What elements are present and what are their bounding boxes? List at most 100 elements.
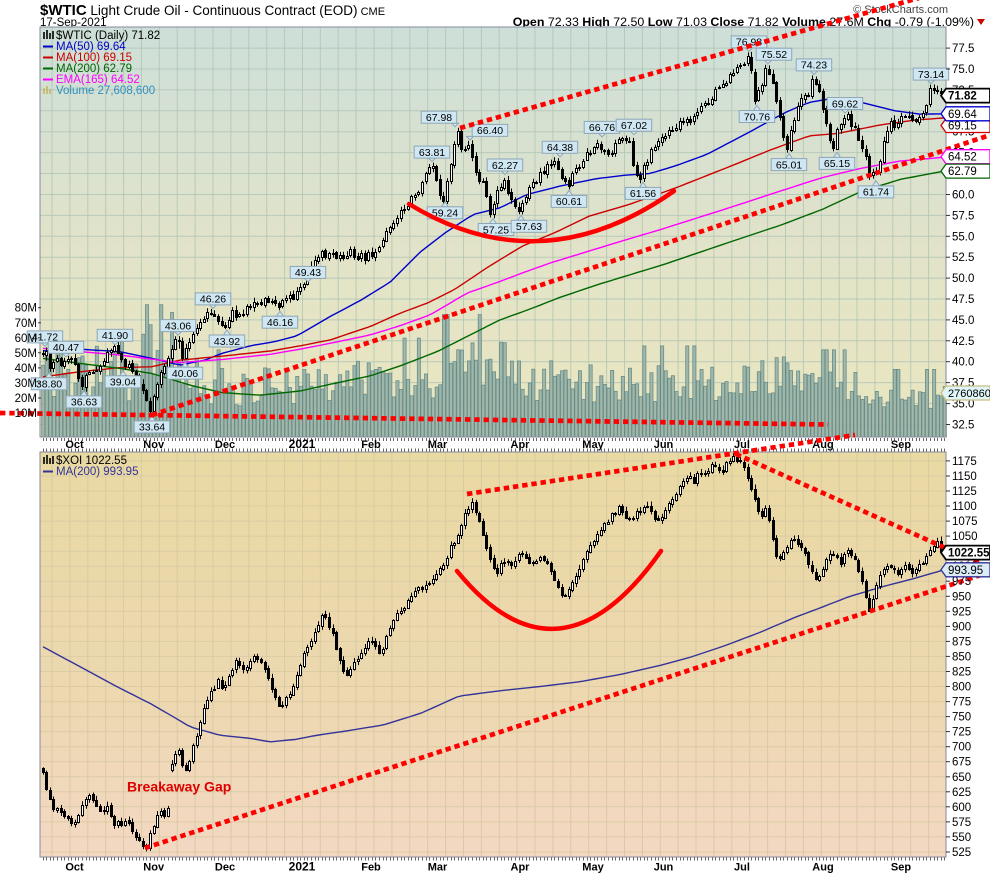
svg-text:775: 775 bbox=[952, 697, 971, 709]
svg-text:41.72: 41.72 bbox=[32, 332, 58, 344]
svg-text:69.15: 69.15 bbox=[948, 121, 977, 133]
svg-text:Feb: Feb bbox=[361, 439, 381, 451]
svg-text:Feb: Feb bbox=[361, 862, 381, 874]
svg-text:46.16: 46.16 bbox=[267, 317, 293, 329]
svg-text:Oct: Oct bbox=[65, 862, 84, 874]
svg-text:64.52: 64.52 bbox=[948, 152, 977, 164]
svg-text:75.0: 75.0 bbox=[952, 64, 974, 76]
svg-text:Apr: Apr bbox=[511, 862, 531, 874]
svg-text:30M: 30M bbox=[15, 378, 37, 390]
svg-text:41.90: 41.90 bbox=[102, 330, 128, 342]
svg-text:59.24: 59.24 bbox=[432, 208, 458, 220]
svg-text:69.64: 69.64 bbox=[948, 109, 977, 121]
svg-text:74.23: 74.23 bbox=[801, 60, 827, 72]
svg-text:40.0: 40.0 bbox=[952, 357, 974, 369]
svg-text:80M: 80M bbox=[15, 303, 37, 315]
svg-text:Jul: Jul bbox=[734, 862, 750, 874]
svg-text:Dec: Dec bbox=[215, 862, 235, 874]
svg-text:32.5: 32.5 bbox=[952, 420, 974, 432]
svg-text:725: 725 bbox=[952, 727, 971, 739]
svg-text:May: May bbox=[582, 439, 604, 451]
svg-text:650: 650 bbox=[952, 772, 971, 784]
svg-text:75.52: 75.52 bbox=[761, 49, 787, 61]
svg-text:875: 875 bbox=[952, 636, 971, 648]
svg-text:73.14: 73.14 bbox=[918, 69, 944, 81]
svg-text:62.79: 62.79 bbox=[948, 166, 977, 178]
svg-text:$WTIC (Daily) 71.82: $WTIC (Daily) 71.82 bbox=[56, 30, 160, 42]
svg-text:1175: 1175 bbox=[952, 456, 977, 468]
svg-text:1050: 1050 bbox=[952, 531, 978, 543]
svg-text:57.25: 57.25 bbox=[483, 224, 509, 236]
svg-text:45.0: 45.0 bbox=[952, 315, 974, 327]
svg-text:57.5: 57.5 bbox=[952, 210, 974, 222]
svg-text:$WTIC Light Crude Oil - Contin: $WTIC Light Crude Oil - Continuous Contr… bbox=[40, 2, 385, 19]
svg-text:Volume 27,608,600: Volume 27,608,600 bbox=[56, 85, 155, 97]
svg-text:750: 750 bbox=[952, 712, 971, 724]
svg-text:61.74: 61.74 bbox=[863, 187, 889, 199]
svg-text:Sep: Sep bbox=[891, 862, 911, 874]
svg-text:Nov: Nov bbox=[143, 439, 165, 451]
svg-text:33.64: 33.64 bbox=[139, 422, 165, 434]
svg-text:MA(200) 993.95: MA(200) 993.95 bbox=[56, 466, 138, 478]
svg-text:Apr: Apr bbox=[511, 439, 531, 451]
svg-text:71.82: 71.82 bbox=[948, 91, 977, 103]
svg-text:Open 72.33 High 72.50 Low 71: Open 72.33 High 72.50 Low 71.03 Close 71… bbox=[513, 15, 974, 29]
svg-text:Jun: Jun bbox=[654, 439, 674, 451]
svg-text:2021: 2021 bbox=[289, 437, 316, 451]
svg-text:675: 675 bbox=[952, 757, 971, 769]
svg-text:1150: 1150 bbox=[952, 471, 977, 483]
svg-text:950: 950 bbox=[952, 591, 971, 603]
svg-text:Dec: Dec bbox=[215, 439, 235, 451]
svg-text:550: 550 bbox=[952, 832, 971, 844]
svg-text:69.62: 69.62 bbox=[832, 98, 858, 110]
svg-text:40.47: 40.47 bbox=[53, 342, 79, 354]
svg-text:625: 625 bbox=[952, 787, 971, 799]
svg-text:39.04: 39.04 bbox=[110, 377, 136, 389]
svg-text:2760860: 2760860 bbox=[948, 388, 990, 400]
svg-text:1100: 1100 bbox=[952, 501, 977, 513]
svg-text:575: 575 bbox=[952, 817, 971, 829]
svg-text:67.02: 67.02 bbox=[621, 120, 647, 132]
svg-text:55.0: 55.0 bbox=[952, 231, 974, 243]
svg-text:70M: 70M bbox=[15, 318, 37, 330]
svg-text:525: 525 bbox=[952, 847, 971, 859]
svg-text:70.76: 70.76 bbox=[744, 111, 770, 123]
svg-text:36.63: 36.63 bbox=[71, 397, 97, 409]
svg-text:38.80: 38.80 bbox=[36, 379, 62, 391]
svg-text:60.0: 60.0 bbox=[952, 190, 974, 202]
svg-text:975: 975 bbox=[952, 576, 971, 588]
svg-text:MA(50) 69.64: MA(50) 69.64 bbox=[56, 41, 126, 53]
svg-text:700: 700 bbox=[952, 742, 971, 754]
svg-text:825: 825 bbox=[952, 667, 971, 679]
svg-text:May: May bbox=[582, 862, 604, 874]
svg-text:Mar: Mar bbox=[428, 862, 448, 874]
svg-text:Mar: Mar bbox=[428, 439, 448, 451]
svg-text:EMA(165) 64.52: EMA(165) 64.52 bbox=[56, 74, 140, 86]
svg-text:60.61: 60.61 bbox=[556, 196, 582, 208]
svg-text:49.43: 49.43 bbox=[295, 267, 321, 279]
svg-text:800: 800 bbox=[952, 682, 971, 694]
svg-text:43.92: 43.92 bbox=[214, 336, 240, 348]
svg-text:900: 900 bbox=[952, 621, 971, 633]
svg-text:MA(100) 69.15: MA(100) 69.15 bbox=[56, 52, 132, 64]
svg-text:1125: 1125 bbox=[952, 486, 977, 498]
svg-text:850: 850 bbox=[952, 651, 971, 663]
svg-text:67.98: 67.98 bbox=[426, 112, 452, 124]
svg-text:60M: 60M bbox=[15, 333, 37, 345]
svg-text:10M: 10M bbox=[15, 408, 37, 420]
svg-text:Breakaway Gap: Breakaway Gap bbox=[127, 779, 231, 795]
svg-text:42.5: 42.5 bbox=[952, 336, 974, 348]
svg-text:Oct: Oct bbox=[65, 439, 84, 451]
svg-text:46.26: 46.26 bbox=[200, 294, 226, 306]
svg-text:40M: 40M bbox=[15, 363, 37, 375]
svg-text:66.40: 66.40 bbox=[477, 125, 503, 137]
svg-text:47.5: 47.5 bbox=[952, 294, 974, 306]
svg-text:40.06: 40.06 bbox=[172, 368, 198, 380]
svg-text:Jun: Jun bbox=[654, 862, 674, 874]
svg-text:17-Sep-2021: 17-Sep-2021 bbox=[40, 17, 107, 29]
svg-text:57.63: 57.63 bbox=[516, 221, 542, 233]
svg-text:Aug: Aug bbox=[812, 862, 833, 874]
svg-text:925: 925 bbox=[952, 606, 971, 618]
svg-text:Jul: Jul bbox=[734, 439, 750, 451]
svg-text:1022.55: 1022.55 bbox=[948, 548, 990, 560]
